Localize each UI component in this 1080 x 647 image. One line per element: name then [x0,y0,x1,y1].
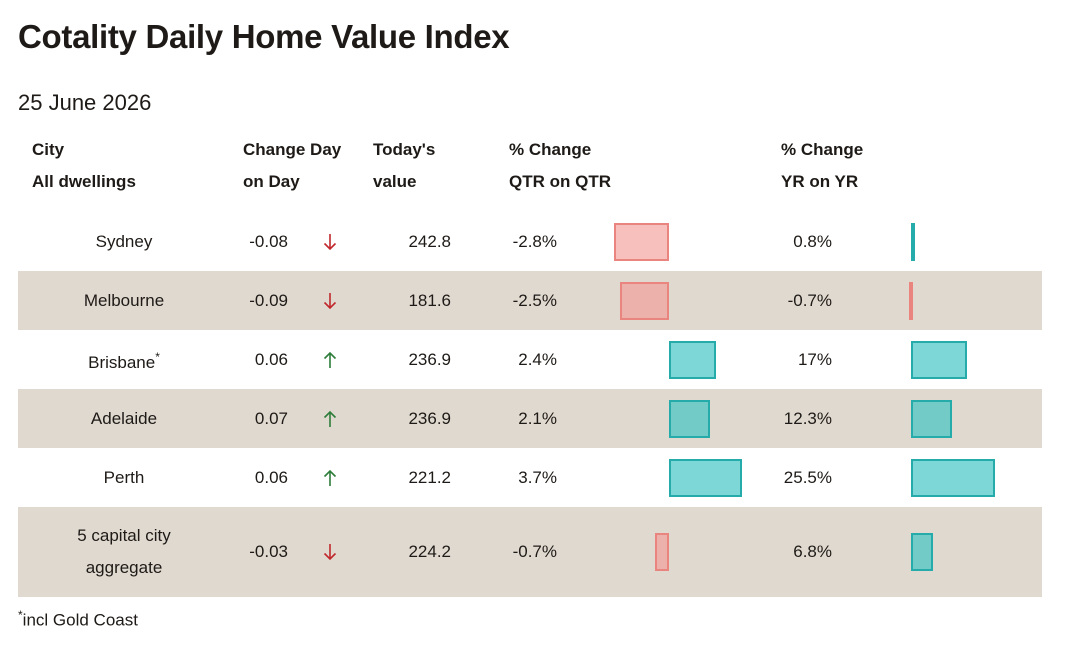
column-header: % Change QTR on QTR [509,134,611,198]
city-name: Brisbane [88,352,156,372]
city: 5 capital city aggregate [49,520,199,584]
qtr-bar [613,222,669,261]
change-day: -0.08 [249,231,288,251]
qtr-change: 3.7% [518,467,557,487]
yr-change: 6.8% [793,542,832,561]
arrow-up [323,410,337,427]
today-value: 221.2 [408,467,451,487]
yr-bar [911,533,934,571]
footnote-text: incl Gold Coast [22,610,138,630]
city: Sydney [49,226,199,258]
column-header-line: % Change [509,140,592,159]
change-day: 0.07 [254,408,288,428]
column-header: Change Day on Day [243,134,341,198]
change-day: -0.09 [249,290,288,310]
qtr-bar [619,281,669,320]
arrow-down [323,544,337,561]
column-header: % Change YR on YR [781,134,863,198]
qtr-bar [669,340,717,379]
today-value: 224.2 [408,542,451,561]
footnote-marker: * [18,608,23,622]
qtr-bar [669,458,742,497]
column-header: Today's value [373,134,435,198]
city-name: Perth [103,467,145,487]
yr-change: -0.7% [787,290,832,310]
column-header-line: City [32,140,65,159]
city: Brisbane* [49,341,199,379]
yr-change: 17% [797,349,832,369]
city: Adelaide [49,403,199,435]
qtr-change: -2.5% [512,290,557,310]
table-row: 5 capital city aggregate -0.03 224.2 -0.7% 6… [18,507,1042,597]
title: Cotality Daily Home Value Index [18,18,510,55]
table-body: Sydney -0.08 242.8 -2.8% 0.8% Melbourne -0.09 1… [18,212,1042,597]
column-header-line: on Day [243,172,300,191]
yr-change: 12.3% [783,408,832,428]
city: Melbourne [49,285,199,317]
yr-bar [908,281,913,320]
date: 25 June 2026 [18,90,152,115]
city-name: Melbourne [83,290,165,310]
yr-bar [911,340,967,379]
arrow-up [323,351,337,368]
yr-bar [911,222,915,261]
qtr-change: 2.1% [518,408,557,428]
qtr-bar [655,533,669,571]
column-header-line: QTR on QTR [509,172,611,191]
column-header-line: Today's [373,140,436,159]
column-header: City All dwellings [32,134,136,198]
today-value: 242.8 [408,231,451,251]
table-row: Sydney -0.08 242.8 -2.8% 0.8% [18,212,1042,271]
qtr-change: -2.8% [512,231,557,251]
city-name: 5 capital city aggregate [77,526,171,577]
arrow-down [323,292,337,309]
qtr-change: -0.7% [512,542,557,561]
note-marker: * [155,349,160,364]
yr-change: 0.8% [793,231,832,251]
column-header-line: YR on YR [781,172,859,191]
change-day: 0.06 [254,467,288,487]
today-value: 236.9 [408,408,451,428]
city-name: Adelaide [90,408,158,428]
arrow-down [323,233,337,250]
qtr-change: 2.4% [518,349,557,369]
column-header-line: value [373,172,417,191]
today-value: 236.9 [408,349,451,369]
column-header-line: % Change [781,140,864,159]
city-name: Sydney [95,231,153,251]
today-value: 181.6 [408,290,451,310]
city: Perth [49,462,199,494]
column-header-line: Change Day [243,140,342,159]
yr-bar [911,399,952,438]
table-header: City All dwellings Change Day on Day Today's… [18,134,1042,210]
table-row: Perth 0.06 221.2 3.7% 25.5% [18,448,1042,507]
table-row: Adelaide 0.07 236.9 2.1% 12.3% [18,389,1042,448]
footnote: *incl Gold Coast [18,608,138,631]
arrow-up [323,469,337,486]
table-row: Brisbane* 0.06 236.9 2.4% 17% [18,330,1042,389]
qtr-bar [669,399,711,438]
table-row: Melbourne -0.09 181.6 -2.5% -0.7% [18,271,1042,330]
yr-bar [911,458,995,497]
column-header-line: All dwellings [32,172,136,191]
change-day: -0.03 [249,542,288,561]
yr-change: 25.5% [783,467,832,487]
change-day: 0.06 [254,349,288,369]
